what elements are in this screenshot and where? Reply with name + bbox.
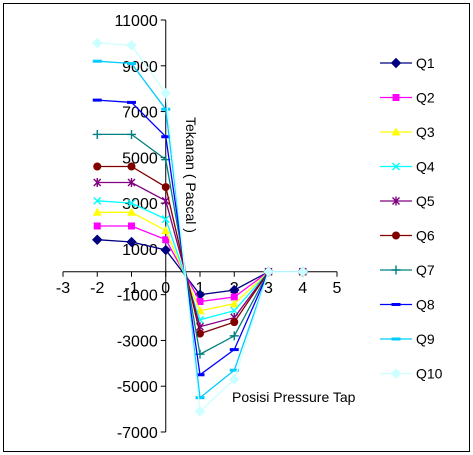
data-point — [128, 222, 135, 230]
data-point — [92, 37, 103, 49]
data-point — [92, 59, 102, 63]
data-point — [297, 266, 308, 277]
legend-item-q6: Q6 — [380, 228, 435, 244]
y-tick-label: 9000 — [122, 59, 158, 76]
y-tick-label: 7000 — [122, 105, 158, 122]
legend-item-q2: Q2 — [380, 90, 435, 106]
legend-label: Q6 — [416, 228, 435, 244]
data-point — [161, 215, 170, 224]
legend-marker — [391, 337, 401, 341]
data-point — [127, 207, 136, 216]
data-point — [127, 199, 136, 208]
data-point — [127, 162, 136, 171]
legend-label: Q2 — [416, 90, 435, 106]
data-point — [127, 61, 136, 65]
data-point — [160, 88, 171, 99]
legend-label: Q5 — [416, 193, 435, 209]
data-point — [230, 306, 239, 315]
data-point — [92, 234, 103, 245]
data-point — [127, 100, 136, 104]
y-tick-label: 3000 — [122, 196, 158, 213]
legend-marker — [390, 368, 402, 379]
x-axis-title: Posisi Pressure Tap — [232, 389, 356, 405]
legend-label: Q9 — [416, 331, 435, 347]
data-point — [162, 236, 170, 244]
series-q10 — [92, 37, 308, 417]
data-point — [229, 299, 239, 308]
data-point — [229, 331, 239, 341]
data-point — [93, 222, 101, 230]
legend-item-q8: Q8 — [380, 297, 435, 313]
legend: Q1 Q2 Q3 Q4 Q5 Q6 Q7 Q8 Q9 Q10 — [380, 55, 443, 382]
data-point — [161, 183, 170, 192]
data-point — [194, 406, 206, 417]
data-point — [92, 98, 102, 102]
legend-label: Q4 — [416, 159, 435, 175]
x-tick-label: -3 — [56, 280, 70, 297]
legend-marker — [392, 94, 400, 101]
data-point — [126, 39, 137, 51]
data-point — [161, 135, 171, 139]
x-tick-label: 5 — [333, 280, 342, 297]
data-point — [229, 368, 239, 372]
legend-item-q3: Q3 — [380, 124, 435, 140]
data-point — [93, 162, 102, 171]
y-tick-label: -1000 — [117, 288, 158, 305]
y-tick-label: 5000 — [122, 150, 158, 167]
data-point — [196, 329, 204, 338]
x-tick-label: 3 — [264, 280, 273, 297]
y-tick-label: -3000 — [117, 333, 158, 350]
legend-marker — [391, 127, 401, 136]
legend-item-q9: Q9 — [380, 331, 435, 347]
legend-marker — [392, 196, 400, 206]
x-tick-label: 1 — [196, 280, 205, 297]
legend-marker — [390, 57, 402, 69]
legend-label: Q1 — [416, 55, 435, 71]
data-point — [229, 374, 240, 385]
legend-label: Q7 — [416, 262, 435, 278]
x-tick-label: -2 — [90, 280, 104, 297]
data-point — [92, 207, 102, 216]
x-tick-label: 0 — [161, 280, 170, 297]
legend-label: Q8 — [416, 297, 435, 313]
legend-item-q10: Q10 — [380, 366, 443, 382]
legend-item-q7: Q7 — [380, 262, 435, 278]
data-point — [161, 226, 171, 235]
legend-item-q5: Q5 — [380, 193, 435, 209]
y-axis-title: Tekanan ( Pascal ) — [183, 117, 199, 233]
legend-marker — [392, 162, 400, 171]
legend-item-q1: Q1 — [380, 55, 435, 71]
legend-marker — [391, 265, 401, 275]
legend-label: Q10 — [416, 366, 443, 382]
y-tick-label: -5000 — [117, 379, 158, 396]
x-tick-label: 4 — [298, 280, 307, 297]
legend-marker — [392, 231, 400, 240]
data-point — [229, 348, 239, 352]
series-layer — [92, 37, 308, 417]
data-point — [263, 266, 274, 277]
y-tick-label: -7000 — [117, 425, 158, 442]
data-point — [92, 129, 102, 139]
data-point — [127, 178, 136, 188]
data-point — [196, 298, 204, 306]
data-point — [160, 244, 171, 256]
data-point — [195, 373, 205, 377]
legend-label: Q3 — [416, 124, 435, 140]
data-point — [230, 293, 238, 301]
x-tick-label: -1 — [124, 280, 138, 297]
data-point — [195, 396, 205, 400]
data-point — [161, 107, 171, 111]
data-point — [93, 178, 102, 188]
legend-marker — [391, 303, 401, 306]
data-point — [127, 129, 136, 139]
data-point — [93, 196, 102, 205]
y-tick-label: 11000 — [114, 13, 157, 30]
data-point — [126, 236, 137, 248]
legend-item-q4: Q4 — [380, 159, 435, 175]
data-point — [230, 318, 239, 327]
